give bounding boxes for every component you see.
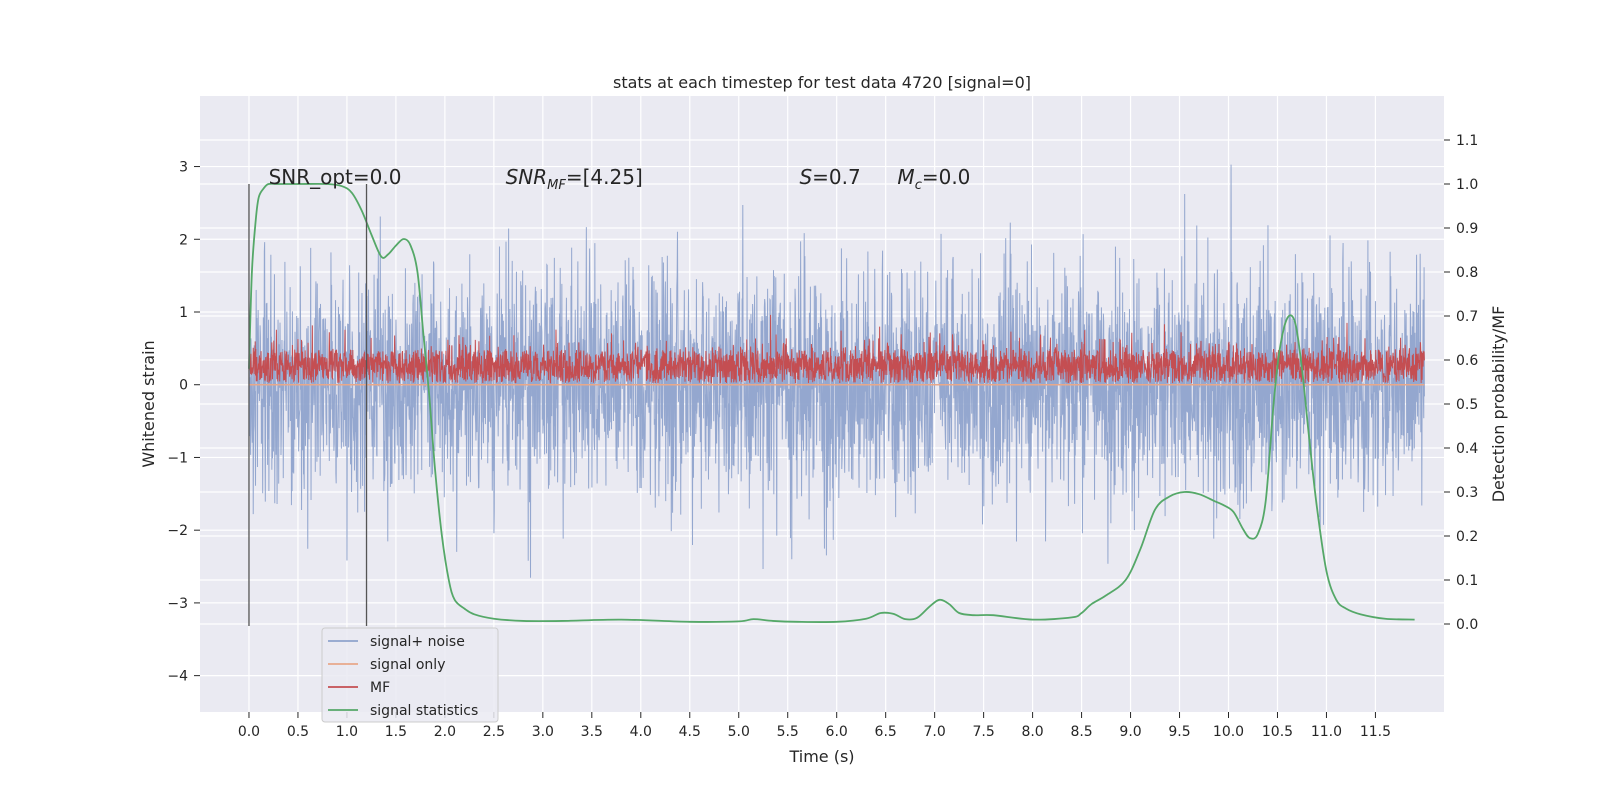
chart-title: stats at each timestep for test data 472… xyxy=(613,73,1031,92)
annotation-main: S xyxy=(799,165,812,189)
left-y-axis-label: Whitened strain xyxy=(139,340,158,467)
annotation-text: S=0.7 xyxy=(799,165,860,189)
annotation-main: SNR_opt=0.0 xyxy=(269,165,402,189)
x-tick-label: 9.5 xyxy=(1168,724,1190,740)
y-tick-label-right: 0.3 xyxy=(1456,485,1478,501)
right-y-axis-label: Detection probability/MF xyxy=(1489,306,1508,503)
legend-label: signal only xyxy=(370,657,445,673)
x-tick-label: 10.0 xyxy=(1213,724,1244,740)
x-axis-ticks: 0.0 0.5 1.0 1.5 2.0 2.5 3.0 3.5 4.0 4.5 5.0 5.5 6.0 6… xyxy=(238,712,1391,740)
y-tick-label-right: 0.6 xyxy=(1456,353,1478,369)
x-tick-label: 8.5 xyxy=(1070,724,1092,740)
y-tick-label-left: 3 xyxy=(179,160,188,176)
y-tick-label-right: 0.9 xyxy=(1456,221,1478,237)
vertical-markers xyxy=(248,184,368,626)
legend-label: signal+ noise xyxy=(370,634,465,650)
legend-label: MF xyxy=(370,680,390,696)
legend-box xyxy=(321,627,499,723)
y-tick-label-right: 0.7 xyxy=(1456,309,1478,325)
y-tick-label-left: −4 xyxy=(167,669,188,685)
signal-plus-noise-line xyxy=(248,164,1425,578)
x-tick-label: 1.5 xyxy=(385,724,407,740)
y-tick-label-right: 0.0 xyxy=(1456,617,1478,633)
x-tick-label: 6.5 xyxy=(875,724,897,740)
annotation-main: M xyxy=(897,165,914,189)
x-tick-label: 3.5 xyxy=(581,724,603,740)
x-tick-label: 2.5 xyxy=(483,724,505,740)
x-tick-label: 0.5 xyxy=(287,724,309,740)
x-tick-label: 4.5 xyxy=(679,724,701,740)
y-tick-label-left: 0 xyxy=(179,378,188,394)
y-tick-label-left: −1 xyxy=(167,450,188,466)
y-tick-label-left: 1 xyxy=(179,305,188,321)
y-tick-label-left: −3 xyxy=(167,596,188,612)
right-y-axis-ticks: 1.1 1.0 0.9 0.8 0.7 0.6 0.5 0.4 0.3 0.2 0.1 0.0 xyxy=(1444,133,1478,633)
x-tick-label: 4.0 xyxy=(630,724,652,740)
annotation-text: Mc=0.0 xyxy=(897,165,970,193)
annotations: SNR_opt=0.0 SNRMF=[4.25] S=0.7 Mc=0.0 xyxy=(269,165,971,193)
y-tick-label-right: 0.5 xyxy=(1456,397,1478,413)
signal-statistics-line xyxy=(248,182,1415,623)
annotation-value: =[4.25] xyxy=(566,165,643,189)
y-tick-label-right: 0.4 xyxy=(1456,441,1478,457)
data-layer xyxy=(248,164,1425,578)
y-tick-label-right: 1.0 xyxy=(1456,177,1478,193)
annotation-text: SNR_opt=0.0 xyxy=(269,165,402,189)
x-tick-label: 1.0 xyxy=(336,724,358,740)
annotation-main: SNR xyxy=(506,165,548,189)
x-tick-label: 2.0 xyxy=(434,724,456,740)
x-tick-label: 9.0 xyxy=(1119,724,1141,740)
y-tick-label-right: 1.1 xyxy=(1456,133,1478,149)
x-tick-label: 6.0 xyxy=(826,724,848,740)
left-y-axis-ticks: 3 2 1 0 −1 −2 −3 −4 xyxy=(167,160,200,685)
x-tick-label: 11.0 xyxy=(1311,724,1342,740)
x-tick-label: 3.0 xyxy=(532,724,554,740)
x-tick-label: 0.0 xyxy=(238,724,260,740)
annotation-value: =0.0 xyxy=(922,165,971,189)
legend: signal+ noise signal only MF signal statist… xyxy=(321,627,499,723)
y-tick-label-right: 0.1 xyxy=(1456,573,1478,589)
y-tick-label-right: 0.8 xyxy=(1456,265,1478,281)
x-tick-label: 5.0 xyxy=(728,724,750,740)
x-tick-label: 7.0 xyxy=(924,724,946,740)
annotation-text: SNRMF=[4.25] xyxy=(506,165,643,193)
mf-line xyxy=(248,314,1425,384)
x-tick-label: 5.5 xyxy=(777,724,799,740)
x-tick-label: 10.5 xyxy=(1262,724,1293,740)
x-axis-label: Time (s) xyxy=(788,747,854,766)
annotation-value: =0.7 xyxy=(812,165,861,189)
y-tick-label-left: 2 xyxy=(179,232,188,248)
annotation-subscript: MF xyxy=(547,178,566,193)
y-tick-label-right: 0.2 xyxy=(1456,529,1478,545)
x-tick-label: 11.5 xyxy=(1360,724,1391,740)
x-tick-label: 7.5 xyxy=(972,724,994,740)
y-tick-label-left: −2 xyxy=(167,523,188,539)
x-tick-label: 8.0 xyxy=(1021,724,1043,740)
legend-label: signal statistics xyxy=(370,703,478,719)
annotation-subscript: c xyxy=(915,178,922,193)
